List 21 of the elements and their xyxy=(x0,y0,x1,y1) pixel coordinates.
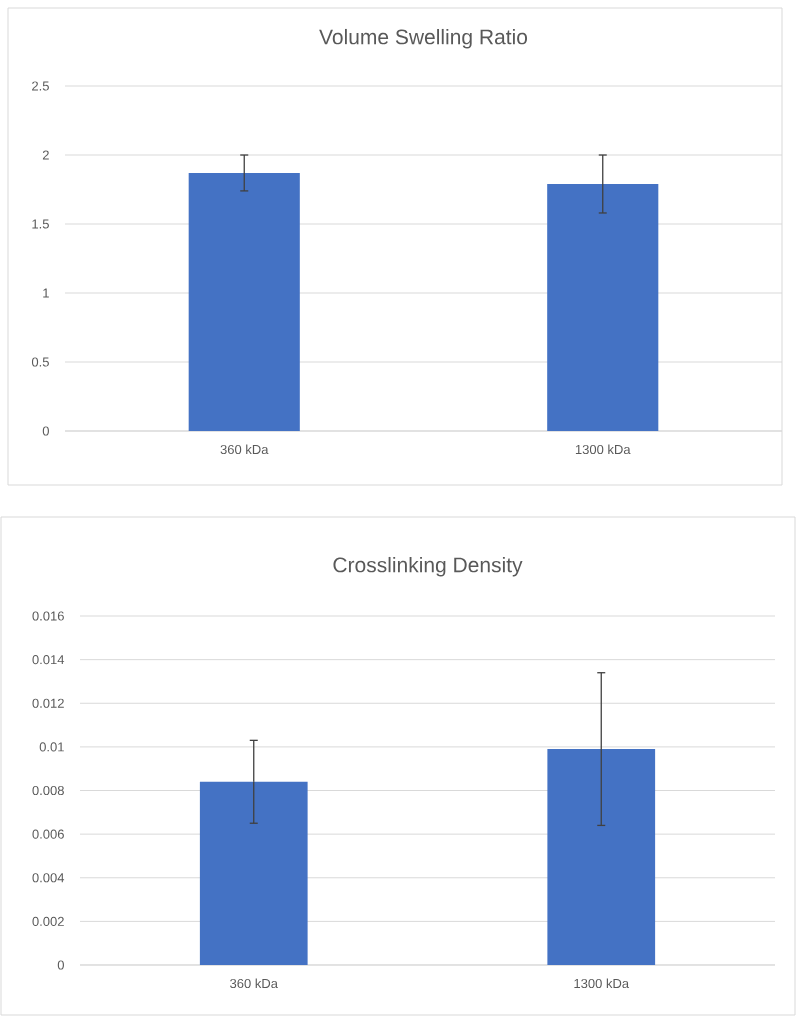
y-tick-label: 0.014 xyxy=(32,655,65,665)
y-tick-label: 2.5 xyxy=(32,81,49,91)
chart-title: Volume Swelling Ratio xyxy=(319,28,528,49)
y-tick-label: 1 xyxy=(43,288,49,298)
y-tick-label: 0 xyxy=(57,960,64,970)
y-tick-label: 0.008 xyxy=(32,785,64,796)
y-tick-label: 0.012 xyxy=(32,698,64,708)
y-tick-label: 0 xyxy=(42,426,49,436)
y-tick-label: 0.004 xyxy=(32,873,65,883)
y-tick-label: 0.01 xyxy=(39,742,64,752)
x-tick-label: 1300 kDa xyxy=(575,444,631,455)
chart-title: Crosslinking Density xyxy=(333,556,523,577)
x-tick-label: 1300 kDa xyxy=(574,978,630,989)
x-tick-label: 360 kDa xyxy=(220,444,269,455)
y-tick-label: 0.016 xyxy=(32,611,64,621)
x-tick-label: 360 kDa xyxy=(230,978,278,989)
y-tick-label: 1.5 xyxy=(32,219,49,229)
y-tick-label: 2 xyxy=(42,150,49,160)
y-tick-label: 0.5 xyxy=(31,357,49,367)
y-tick-label: 0.006 xyxy=(32,829,64,839)
y-tick-label: 0.002 xyxy=(32,916,64,926)
